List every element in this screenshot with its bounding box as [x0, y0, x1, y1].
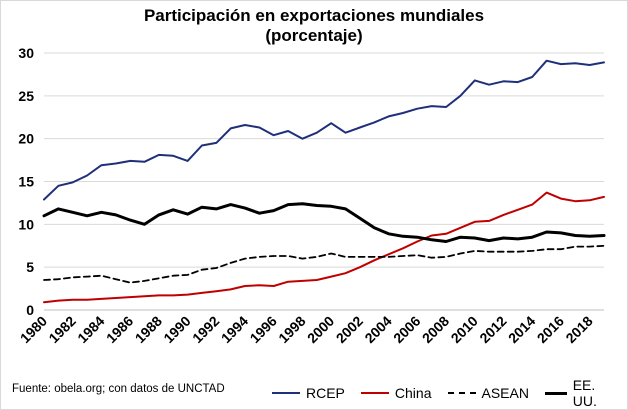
y-tick-label-25: 25 — [18, 88, 34, 104]
chart-title-line1: Participación en exportaciones mundiales — [143, 6, 485, 25]
x-tick-label-1988: 1988 — [132, 313, 165, 346]
x-tick-label-2010: 2010 — [448, 313, 481, 346]
x-tick-label-2006: 2006 — [390, 313, 423, 346]
legend-item-china: China — [360, 385, 432, 401]
x-tick-label-1996: 1996 — [247, 313, 280, 346]
y-tick-label-0: 0 — [26, 302, 34, 318]
x-tick-label-1986: 1986 — [103, 313, 136, 346]
x-tick-label-1984: 1984 — [74, 313, 107, 346]
x-tick-label-2000: 2000 — [304, 313, 337, 346]
legend-swatch-asean — [447, 392, 476, 394]
legend-swatch-rcep — [272, 392, 300, 394]
x-tick-label-1992: 1992 — [189, 313, 222, 346]
x-tick-label-2016: 2016 — [534, 313, 567, 346]
x-tick-label-1982: 1982 — [45, 313, 78, 346]
legend: RCEP China ASEAN EE. UU. — [272, 377, 628, 409]
x-tick-label-1990: 1990 — [160, 313, 193, 346]
series-line-rcep — [43, 59, 605, 201]
x-tick-label-2004: 2004 — [361, 313, 394, 346]
legend-label-eeuu: EE. UU. — [572, 377, 597, 409]
x-tick-label-2002: 2002 — [333, 313, 366, 346]
x-tick-label-1994: 1994 — [218, 313, 251, 346]
legend-item-asean: ASEAN — [447, 385, 529, 401]
legend-swatch-eeuu — [544, 391, 567, 395]
legend-label-asean: ASEAN — [481, 385, 529, 401]
series-line-china — [43, 191, 605, 304]
y-tick-label-5: 5 — [26, 259, 34, 275]
legend-label-rcep: RCEP — [306, 385, 345, 401]
series-line-asean — [43, 244, 605, 284]
y-tick-label-20: 20 — [18, 131, 34, 147]
legend-swatch-china — [360, 392, 389, 394]
legend-item-rcep: RCEP — [272, 385, 345, 401]
x-tick-label-2012: 2012 — [476, 313, 509, 346]
series-line-eeuu — [42, 202, 606, 243]
chart-title: Participación en exportaciones mundiales… — [0, 6, 628, 46]
y-tick-label-10: 10 — [18, 216, 34, 232]
legend-label-china: China — [394, 385, 432, 401]
legend-item-eeuu: EE. UU. — [544, 377, 612, 409]
x-tick-label-2018: 2018 — [562, 313, 595, 346]
x-tick-label-2014: 2014 — [505, 313, 538, 346]
chart-title-line2: (porcentaje) — [265, 26, 363, 45]
x-tick-label-2008: 2008 — [419, 313, 452, 346]
y-tick-label-15: 15 — [18, 174, 34, 190]
y-tick-label-30: 30 — [18, 45, 34, 61]
x-tick-label-1998: 1998 — [275, 313, 308, 346]
source-note: Fuente: obela.org; con datos de UNCTAD — [12, 383, 225, 395]
x-tick-label-1980: 1980 — [17, 313, 50, 346]
